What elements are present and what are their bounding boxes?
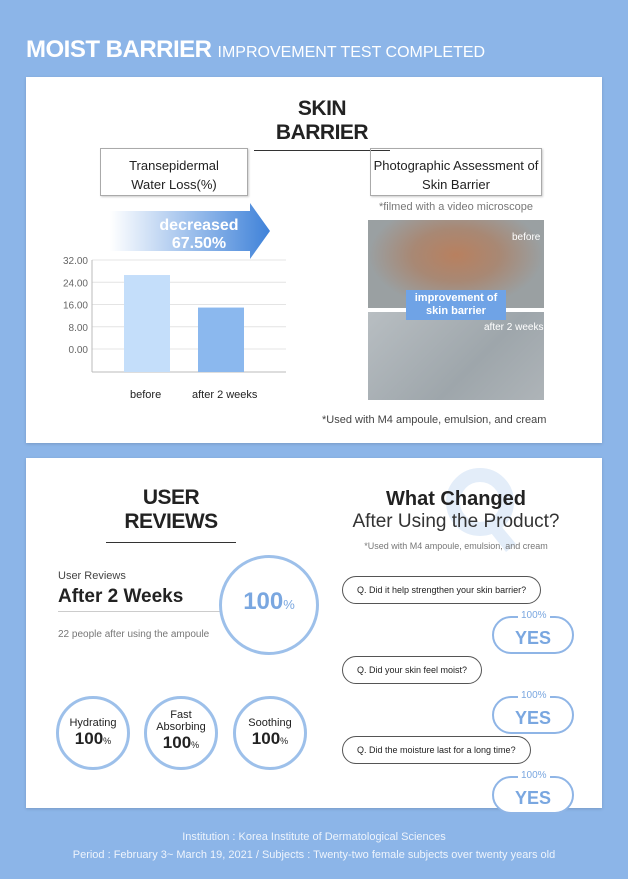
photo-title-line: Photographic Assessment of <box>373 158 539 173</box>
photo-title-box: Photographic Assessment of Skin Barrier <box>370 148 542 196</box>
answer-bubble: 100% YES <box>492 769 574 814</box>
twl-chart: 32.00 24.00 16.00 8.00 0.00 <box>56 253 286 403</box>
footer: Institution : Korea Institute of Dermato… <box>0 828 628 864</box>
section-title: SKIN BARRIER <box>254 97 390 151</box>
answer-text: YES <box>514 708 552 728</box>
stat-label: Hydrating <box>69 717 117 729</box>
photo-note: *filmed with a video microscope <box>378 201 534 213</box>
chart-title-line: Transepidermal <box>129 158 219 173</box>
what-changed-title: What Changed After Using the Product? *U… <box>326 488 586 551</box>
banner-line: skin barrier <box>426 305 486 317</box>
skin-barrier-card: SKIN BARRIER Transepidermal Water Loss(%… <box>26 77 602 443</box>
y-tick-label: 8.00 <box>69 323 89 334</box>
answer-bubble: 100% YES <box>492 689 574 734</box>
title-rest: After Using the Product? <box>352 511 560 532</box>
big-value: 100 <box>243 588 284 615</box>
q-watermark-icon <box>446 468 516 552</box>
answer-bubble: 100% YES <box>492 609 574 654</box>
header-title-bold: MOIST BARRIER <box>26 36 212 63</box>
photo-before-label: before <box>512 232 541 243</box>
stat-unit: % <box>280 736 289 746</box>
bar-before <box>124 275 170 372</box>
answer-percent: 100% <box>518 609 550 623</box>
improvement-banner: improvement of skin barrier <box>406 290 506 320</box>
y-tick-label: 32.00 <box>63 256 88 267</box>
reviews-period: After 2 Weeks <box>58 586 184 607</box>
after-photo <box>368 312 544 400</box>
arrow-text: decreased 67.50% <box>144 217 254 253</box>
y-tick-label: 24.00 <box>63 278 88 289</box>
photo-title-line: Skin Barrier <box>422 177 490 192</box>
question-bubble: Q. Did the moisture last for a long time… <box>342 736 531 764</box>
reviews-title: USER REVIEWS <box>106 486 236 543</box>
reviews-note: 22 people after using the ampoule <box>58 629 210 640</box>
question-bubble: Q. Did it help strengthen your skin barr… <box>342 576 542 604</box>
stat-value: 100 <box>74 729 104 748</box>
stat-value: 100 <box>162 733 192 752</box>
changed-note: *Used with M4 ampoule, emulsion, and cre… <box>364 541 548 551</box>
banner-line: improvement of <box>414 292 498 304</box>
answer-percent: 100% <box>518 769 550 783</box>
stat-value: 100 <box>251 729 281 748</box>
photo-after-label: after 2 weeks <box>484 322 544 333</box>
stat-label: Fast <box>170 709 192 721</box>
chart-title-box: Transepidermal Water Loss(%) <box>100 148 248 196</box>
title-bold: What Changed <box>386 488 526 510</box>
arrow-line: 67.50% <box>171 235 227 252</box>
answer-percent: 100% <box>518 689 550 703</box>
big-percent-circle: 100% <box>219 555 319 655</box>
decrease-arrow <box>110 203 270 259</box>
answer-text: YES <box>514 628 552 648</box>
y-tick-label: 0.00 <box>69 345 89 356</box>
arrow-line: decreased <box>159 217 239 234</box>
y-tick-label: 16.00 <box>63 301 88 312</box>
chart-svg: 32.00 24.00 16.00 8.00 0.00 <box>63 256 286 373</box>
stat-label: Absorbing <box>156 721 206 733</box>
stat-label: Soothing <box>248 717 292 729</box>
header-title-rest: IMPROVEMENT TEST COMPLETED <box>217 44 486 61</box>
stat-circle: Soothing 100% <box>233 696 307 770</box>
question-bubble: Q. Did your skin feel moist? <box>342 656 483 684</box>
footnote: *Used with M4 ampoule, emulsion, and cre… <box>322 414 547 426</box>
stat-unit: % <box>191 740 200 750</box>
big-unit: % <box>283 597 295 612</box>
chart-title-line: Water Loss(%) <box>131 177 217 192</box>
stat-unit: % <box>103 736 112 746</box>
stat-circle: Fast Absorbing 100% <box>144 696 218 770</box>
x-label-before: before <box>130 389 162 401</box>
page-header: MOIST BARRIER IMPROVEMENT TEST COMPLETED <box>26 36 485 64</box>
stat-circle: Hydrating 100% <box>56 696 130 770</box>
answer-text: YES <box>514 788 552 808</box>
x-label-after: after 2 weeks <box>192 389 258 401</box>
reviews-label: User Reviews <box>58 570 126 582</box>
reviews-card: USER REVIEWS User Reviews After 2 Weeks … <box>26 458 602 814</box>
bar-after-2-weeks <box>198 307 244 372</box>
footer-institution: Institution : Korea Institute of Dermato… <box>182 831 446 843</box>
footer-period: Period : February 3~ March 19, 2021 / Su… <box>72 849 556 861</box>
